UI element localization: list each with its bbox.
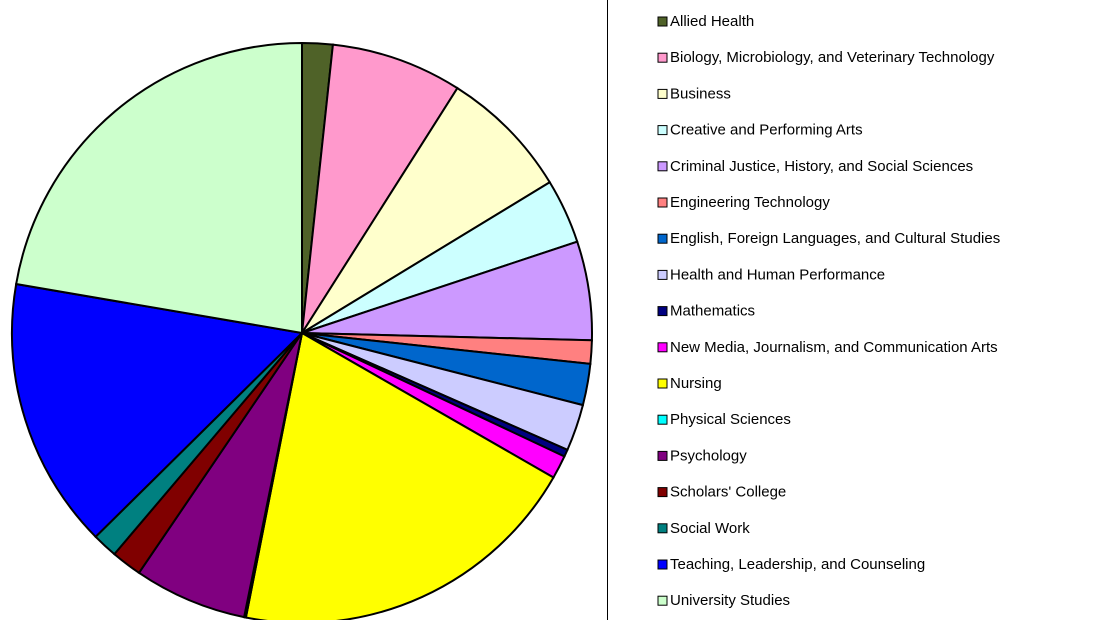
legend-label: Creative and Performing Arts: [670, 122, 863, 139]
legend-swatch: [657, 88, 668, 99]
pie-slice: [11, 282, 305, 539]
legend-swatch: [657, 306, 668, 317]
legend-label: New Media, Journalism, and Communication…: [670, 339, 998, 356]
legend-swatch: [657, 269, 668, 280]
legend-swatch: [657, 378, 668, 389]
legend-label: Scholars' College: [670, 484, 786, 501]
legend-swatch: [657, 487, 668, 498]
pie-slice: [15, 41, 303, 335]
legend-label: Social Work: [670, 520, 750, 537]
legend-label: English, Foreign Languages, and Cultural…: [670, 230, 1000, 247]
pie-slice: [244, 331, 555, 620]
legend-label: Psychology: [670, 447, 747, 464]
pie-slice: [137, 332, 303, 619]
legend-swatch: [657, 52, 668, 63]
legend-swatch: [657, 125, 668, 136]
legend-label: Nursing: [670, 375, 722, 392]
legend-swatch: [657, 197, 668, 208]
legend-swatch: [657, 595, 668, 606]
legend-label: Criminal Justice, History, and Social Sc…: [670, 158, 973, 175]
legend-label: Physical Sciences: [670, 411, 791, 428]
legend-label: Business: [670, 85, 731, 102]
legend-swatch: [657, 414, 668, 425]
legend-label: University Studies: [670, 592, 790, 609]
legend-swatch: [657, 523, 668, 534]
legend-swatch: [657, 342, 668, 353]
legend-swatch: [657, 450, 668, 461]
legend-box: [607, 0, 1110, 620]
legend-swatch: [657, 233, 668, 244]
legend-label: Teaching, Leadership, and Counseling: [670, 556, 925, 573]
legend-swatch: [657, 559, 668, 570]
legend-label: Health and Human Performance: [670, 266, 885, 283]
legend-swatch: [657, 16, 668, 27]
legend-label: Mathematics: [670, 303, 755, 320]
legend-label: Engineering Technology: [670, 194, 830, 211]
legend-swatch: [657, 161, 668, 172]
legend-label: Biology, Microbiology, and Veterinary Te…: [670, 49, 995, 66]
legend-label: Allied Health: [670, 13, 754, 30]
pie-slice: [301, 86, 552, 334]
pie-slice: [301, 43, 459, 334]
